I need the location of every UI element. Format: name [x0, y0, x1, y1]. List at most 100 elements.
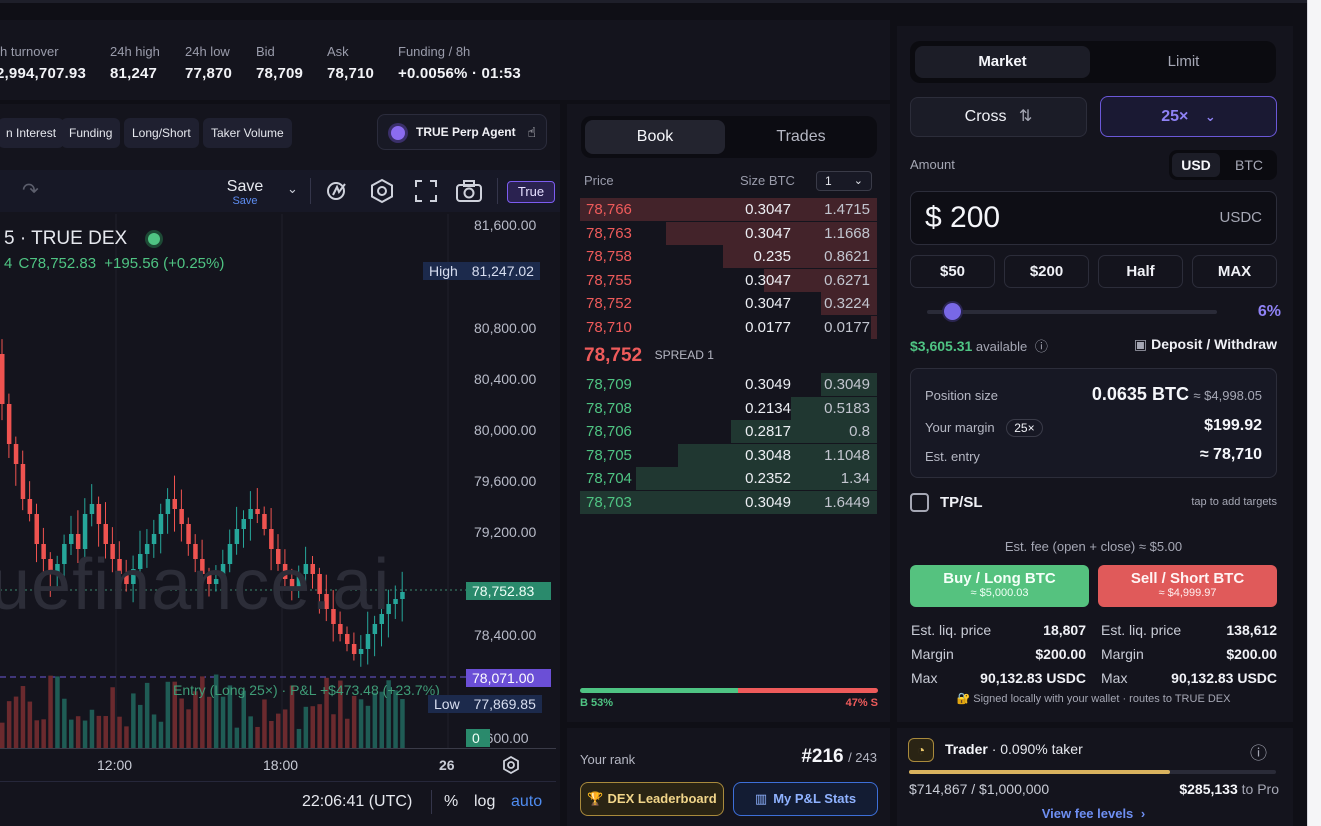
candle-body: [241, 519, 246, 529]
watermark: uefinance.ai: [0, 545, 391, 625]
candle-body: [351, 644, 357, 654]
sell-short-button[interactable]: Sell / Short BTC ≈ $4,999.97: [1098, 565, 1277, 607]
chevron-down-icon[interactable]: ⌄: [287, 181, 298, 196]
buy-long-button[interactable]: Buy / Long BTC ≈ $5,000.03: [910, 565, 1089, 607]
perp-agent-button[interactable]: TRUE Perp Agent ☝: [377, 114, 547, 150]
ask-row[interactable]: 78,752 0.3047 0.3224: [580, 292, 877, 316]
percent-toggle[interactable]: %: [444, 793, 459, 810]
margin-value: $199.92: [1204, 417, 1262, 434]
amount-input[interactable]: $ 200 USDC: [910, 191, 1277, 245]
entry-value: ≈ 78,710: [1199, 446, 1262, 463]
tpsl-checkbox[interactable]: [910, 493, 929, 512]
bid-row[interactable]: 78,706 0.2817 0.8: [580, 420, 877, 444]
buy-sub: ≈ $5,000.03: [970, 587, 1029, 599]
unit-usd[interactable]: USD: [1172, 153, 1220, 177]
info-icon[interactable]: ⓘ: [1034, 339, 1048, 354]
indicator-icon[interactable]: [325, 178, 351, 204]
tab-taker-volume[interactable]: Taker Volume: [203, 118, 292, 148]
quick-max-button[interactable]: MAX: [1192, 255, 1277, 288]
view-fee-link[interactable]: View fee levels ›: [897, 806, 1290, 821]
tab-market[interactable]: Market: [915, 46, 1090, 78]
quick-200-button[interactable]: $200: [1004, 255, 1089, 288]
depth-bar: [722, 245, 877, 269]
ask-row[interactable]: 78,766 0.3047 1.4715: [580, 198, 877, 221]
log-toggle[interactable]: log: [474, 793, 496, 810]
row-size: 0.3047: [745, 295, 791, 313]
margin-mode-button[interactable]: Cross ⇅: [910, 97, 1087, 137]
amount-value: $ 200: [925, 201, 1001, 234]
stat-funding: Funding / 8h +0.0056% · 01:53: [398, 44, 521, 82]
volume-bar: [131, 693, 136, 749]
candle-body: [393, 599, 398, 604]
bid-row[interactable]: 78,703 0.3049 1.6449: [580, 491, 877, 514]
stat-label: Funding / 8h: [398, 44, 471, 59]
candle-body: [379, 614, 384, 624]
price-chart[interactable]: uefinance.ai 5 · TRUE DEX 4 C78,752.83 +…: [0, 214, 560, 749]
info-icon[interactable]: ⓘ: [1250, 744, 1267, 763]
tick-size-select[interactable]: 1 ⌄: [816, 171, 872, 191]
tier-taker: · 0.090% taker: [991, 741, 1083, 757]
quick-50-button[interactable]: $50: [910, 255, 995, 288]
ask-row[interactable]: 78,710 0.0177 0.0177: [580, 316, 877, 339]
candle-body: [82, 514, 88, 549]
candle-body: [213, 579, 219, 584]
tpsl-label[interactable]: TP/SL: [940, 494, 983, 511]
bid-row[interactable]: 78,708 0.2134 0.5183: [580, 396, 877, 420]
ask-row[interactable]: 78,758 0.235 0.8621: [580, 245, 877, 269]
long-liq-label: Est. liq. price: [911, 622, 992, 638]
depth-bar: [790, 396, 877, 420]
bid-row[interactable]: 78,705 0.3048 1.1048: [580, 443, 877, 467]
tab-open-interest[interactable]: n Interest: [0, 118, 65, 148]
slider-thumb[interactable]: [944, 303, 962, 320]
volume-bar: [345, 718, 350, 749]
auto-toggle[interactable]: auto: [511, 793, 543, 810]
true-toggle[interactable]: True: [507, 181, 555, 203]
tab-limit[interactable]: Limit: [1167, 53, 1200, 70]
unit-btc[interactable]: BTC: [1235, 157, 1263, 173]
bid-row[interactable]: 78,704 0.2352 1.34: [580, 467, 877, 491]
candle-body: [310, 564, 315, 574]
volume-bar: [103, 716, 108, 749]
redo-icon[interactable]: ↷: [22, 180, 39, 202]
market-stats-bar: h turnover 2,994,707.93 24h high 81,247 …: [0, 20, 890, 100]
volume-bar: [262, 699, 267, 749]
volume-bar: [351, 695, 357, 749]
tab-funding[interactable]: Funding: [61, 118, 121, 148]
rank-total: / 243: [848, 750, 877, 765]
stat-value: 77,870: [185, 65, 233, 82]
stat-label: 24h high: [110, 44, 160, 59]
pnl-stats-button[interactable]: ▥ My P&L Stats: [733, 782, 878, 816]
rank-panel: Your rank #216 / 243 🏆 DEX Leaderboard ▥ M…: [567, 728, 890, 826]
deposit-withdraw-link[interactable]: ▣ Deposit / Withdraw: [1134, 336, 1277, 353]
tab-trades[interactable]: Trades: [776, 128, 826, 145]
view-fee-label: View fee levels: [1041, 806, 1134, 821]
tier-progress-text: $714,867 / $1,000,000: [909, 781, 1050, 797]
fee-tier-panel: ◔ Trader · 0.090% taker ⓘ $714,867 / $1,…: [897, 728, 1293, 826]
utc-clock[interactable]: 22:06:41 (UTC): [302, 793, 413, 810]
leaderboard-button[interactable]: 🏆 DEX Leaderboard: [580, 782, 724, 816]
candle-body: [207, 574, 212, 584]
candle-body: [34, 514, 39, 544]
tab-book[interactable]: Book: [585, 120, 725, 154]
entry-price-marker: 78,071.00: [466, 669, 551, 687]
volume-bar: [365, 705, 371, 749]
save-button[interactable]: Save Save: [222, 178, 268, 207]
goto-realtime-icon[interactable]: [501, 755, 521, 775]
tab-long-short[interactable]: Long/Short: [124, 118, 199, 148]
volume-bar: [20, 686, 26, 749]
candle-body: [365, 634, 371, 649]
camera-icon[interactable]: [455, 178, 483, 204]
col-price: Price: [584, 173, 614, 188]
ask-row[interactable]: 78,755 0.3047 0.6271: [580, 268, 877, 292]
ask-row[interactable]: 78,763 0.3047 1.1668: [580, 221, 877, 245]
stat-value: 78,710: [327, 65, 375, 82]
settings-icon[interactable]: [369, 178, 395, 204]
quick-half-button[interactable]: Half: [1098, 255, 1183, 288]
bid-row[interactable]: 78,709 0.3049 0.3049: [580, 373, 877, 396]
leverage-select[interactable]: 25× ⌄: [1100, 96, 1277, 137]
volume-bar: [165, 681, 171, 749]
rank-value: #216: [801, 746, 844, 767]
stat-ask: Ask 78,710: [327, 44, 374, 82]
fullscreen-icon[interactable]: [413, 178, 439, 204]
candle-body: [338, 624, 343, 634]
